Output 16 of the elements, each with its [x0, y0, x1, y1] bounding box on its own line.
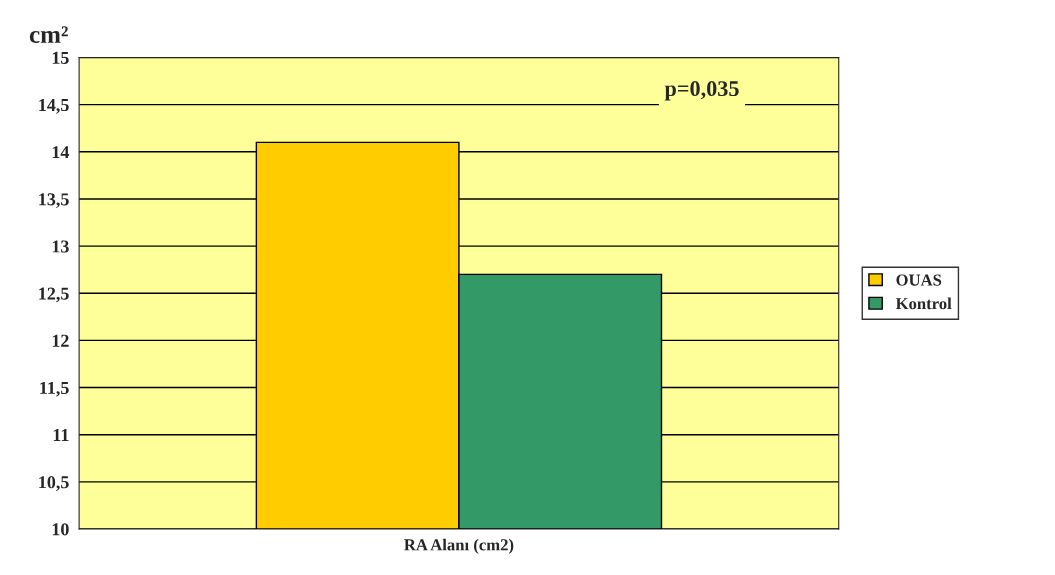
legend-label: Kontrol [895, 297, 952, 310]
y-tick-label: 14,5 [39, 98, 69, 114]
y-tick-label: 10,5 [39, 476, 69, 491]
y-tick-label: 13 [52, 240, 69, 253]
y-tick-label: 12 [52, 334, 69, 347]
annotation: p=0,035 [664, 81, 739, 101]
y-tick-label: 11,5 [40, 381, 69, 397]
y-tick-label: 12,5 [39, 287, 69, 303]
y-tick-label: 13,5 [39, 193, 69, 209]
legend-label: OUAS [896, 274, 942, 286]
y-tick-label: 11 [53, 429, 69, 441]
y-axis-title: cm² [29, 26, 68, 43]
x-tick-label: RA Alanı (cm2) [404, 538, 514, 554]
y-tick-label: 14 [52, 146, 70, 159]
y-tick-label: 10 [52, 523, 69, 536]
y-tick-label: 15 [52, 51, 69, 64]
